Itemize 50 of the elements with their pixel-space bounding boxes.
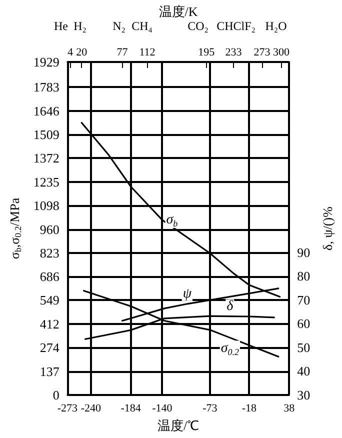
y-tick-label: 1646 [33,103,60,118]
y-tick-label: 1372 [33,150,60,166]
y-tick-label: 686 [40,269,60,284]
x-tick-label: -273 [57,402,78,414]
y2-tick-label: 90 [297,244,310,260]
x2-axis-title: 温度/K [158,4,198,19]
y2-tick-label: 80 [297,268,310,284]
y-tick-label: 823 [40,245,60,260]
y2-tick-label: 50 [297,340,310,355]
y-tick-label: 137 [40,364,60,379]
x2-tick-label: 233 [225,46,242,58]
x2-tick-label: 273 [254,46,271,58]
x-tick-label: -18 [242,402,258,414]
y-tick-label: 549 [40,292,60,308]
y-tick-label: 960 [40,222,60,237]
x2-tick-label: 77 [116,46,128,58]
series-label: δ [226,298,234,314]
x-tick-label: -140 [152,402,173,414]
y-tick-label: 1098 [33,198,60,213]
y-tick-label: 412 [40,316,60,332]
y2-tick-label: 70 [297,292,310,308]
y2-tick-label: 60 [297,316,310,332]
text: He [54,19,68,33]
text: H₂ [74,19,86,33]
y-tick-label: 1235 [33,174,60,190]
x2-tick-label: 300 [273,46,290,58]
y2-tick-label: 40 [297,364,310,379]
x-tick-label: -73 [202,402,218,414]
text: CO₂ [188,19,208,33]
y-tick-label: 1929 [33,54,60,70]
x-tick-label: -240 [80,402,102,414]
y-tick-label: 1509 [33,127,60,142]
text: CHClF₂ [216,19,256,33]
y-axis-title: σb,σ0.2/MPa [7,198,23,260]
x2-tick-label: 4 [68,46,74,58]
x2-tick-label: 112 [139,46,156,58]
x2-tick-label: 195 [198,46,216,58]
y2-tick-label: 30 [297,388,310,402]
y2-axis-title: δ, ψ/()% [320,206,335,250]
x-tick-label: -184 [120,402,142,414]
x-tick-label: 38 [284,402,296,414]
text: CH₄ [132,19,152,33]
x2-tick-label: 20 [76,46,88,58]
series-label: ψ [182,286,192,302]
text: H₂O [265,19,288,33]
y-tick-label: 0 [52,388,60,402]
text: N₂ [112,19,126,33]
y-tick-label: 1783 [33,80,60,95]
x-axis-title: 温度/℃ [157,418,200,433]
y-tick-label: 274 [40,340,60,356]
